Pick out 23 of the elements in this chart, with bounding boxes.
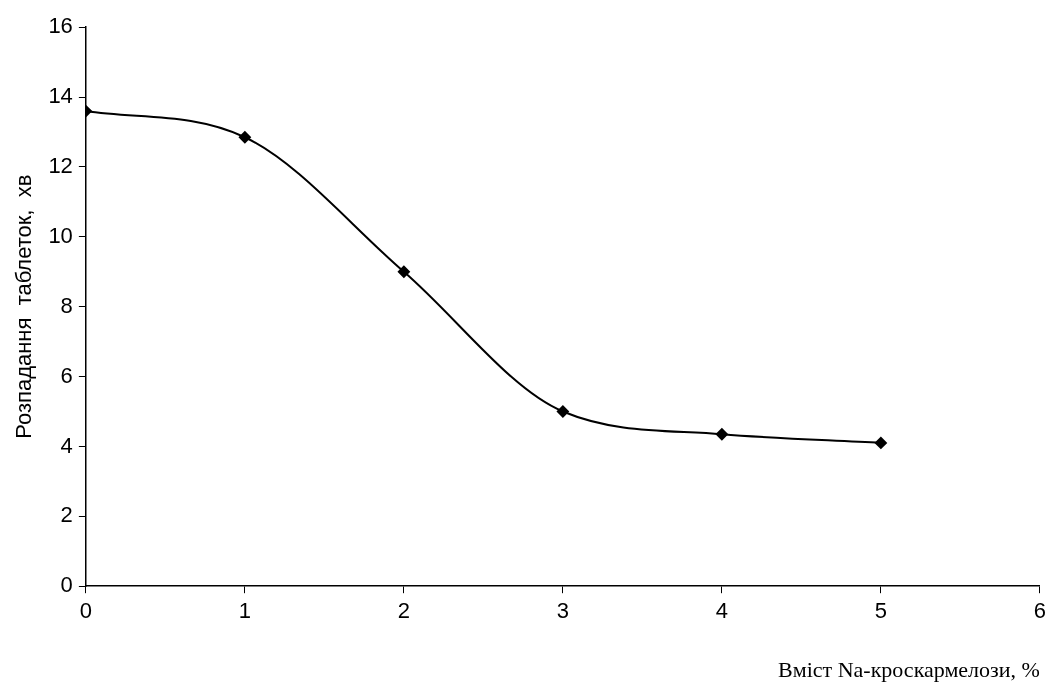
x-tick-label: 1 — [238, 598, 251, 624]
y-tick-label: 14 — [48, 83, 73, 109]
x-tick-label: 3 — [556, 598, 569, 624]
x-axis-title: Вміст Na-кроскармелози, % — [778, 656, 1040, 682]
y-tick-label: 4 — [60, 432, 73, 458]
y-tick-label: 2 — [60, 502, 73, 528]
y-tick-label: 0 — [60, 572, 73, 598]
point — [715, 428, 728, 441]
point — [238, 131, 251, 144]
y-axis-title: Розпадання таблеток, хв — [11, 174, 37, 439]
y-tick-label: 10 — [48, 222, 73, 248]
x-tick-label: 4 — [715, 598, 728, 624]
y-tick-label: 12 — [48, 153, 73, 179]
x-tick-label: 2 — [397, 598, 410, 624]
point — [397, 265, 410, 278]
point — [556, 405, 569, 418]
y-tick-label: 6 — [60, 362, 73, 388]
y-tick-label: 16 — [48, 13, 73, 39]
point — [874, 436, 887, 449]
x-tick-label: 0 — [79, 598, 92, 624]
x-tick-label: 5 — [874, 598, 888, 624]
y-tick-label: 8 — [60, 292, 73, 318]
x-tick-label: 6 — [1033, 598, 1047, 624]
